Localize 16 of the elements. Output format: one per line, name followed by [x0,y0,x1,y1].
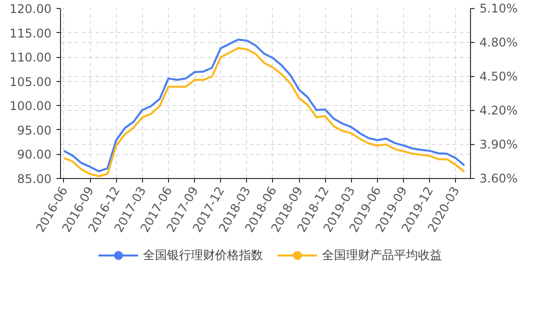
legend-label: 全国理财产品平均收益 [322,246,442,264]
y-tick-label: 120.00 [10,2,52,16]
y2-tick-label: 4.50% [480,70,518,84]
y2-tick-label: 5.10% [480,2,518,16]
y-tick-label: 95.00 [17,123,52,138]
y-tick-label: 100.00 [10,99,52,114]
legend-label: 全国银行理财价格指数 [143,246,263,264]
y2-tick-label: 3.60% [480,172,518,186]
y2-tick-label: 4.80% [480,36,518,50]
y-tick-label: 105.00 [10,74,52,89]
y2-tick-label: 3.90% [480,138,518,152]
y-tick-label: 115.00 [10,26,52,40]
y2-tick-label: 4.20% [480,104,518,118]
y-tick-label: 110.00 [10,50,52,65]
y-tick-label: 85.00 [17,172,52,186]
y-tick-label: 90.00 [17,148,52,162]
